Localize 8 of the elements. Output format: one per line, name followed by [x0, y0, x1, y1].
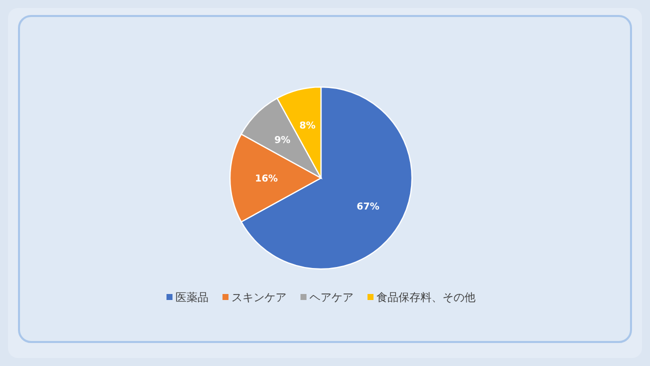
data-label: 9% — [274, 134, 291, 146]
legend-label: 医薬品 — [176, 291, 208, 304]
data-label: 8% — [299, 120, 316, 132]
legend-label: ヘアケア — [310, 291, 354, 304]
legend-label: 食品保存料、その他 — [376, 291, 476, 304]
data-label: 16% — [255, 174, 278, 184]
data-label: 67% — [356, 201, 380, 212]
legend-label: スキンケア — [232, 291, 286, 304]
